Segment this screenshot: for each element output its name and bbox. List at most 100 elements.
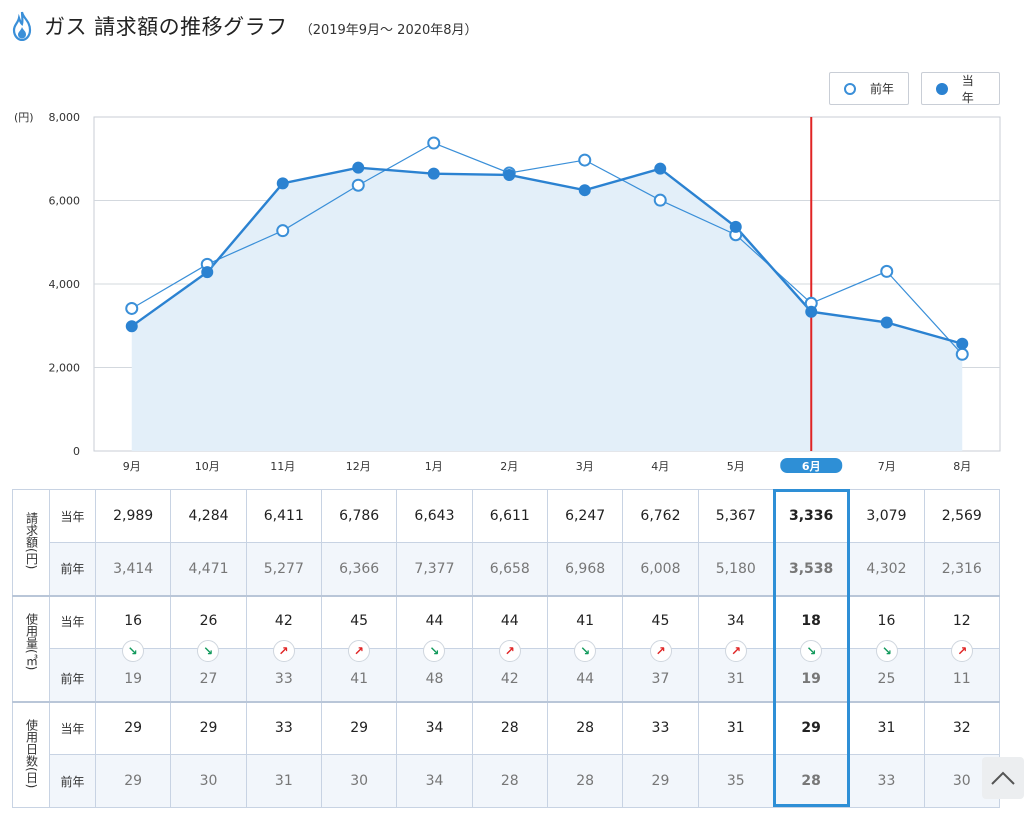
row-label: 前年 — [49, 648, 96, 702]
current-year-point — [578, 184, 591, 197]
y-tick-label: 0 — [73, 445, 80, 458]
row-label: 当年 — [49, 594, 96, 649]
x-tick-label: 10月 — [195, 460, 220, 473]
table-cell: 29 — [170, 700, 247, 755]
previous-year-point — [653, 193, 667, 207]
period-subtitle: （2019年9月〜 2020年8月） — [299, 22, 478, 38]
table-cell: 3,079 — [848, 489, 925, 543]
table-row: 請求額(円) 当年 2,989 4,284 6,411 6,786 6,643 6,611 6,… — [12, 489, 1001, 596]
y-tick-label: 4,000 — [49, 278, 81, 291]
table-cell: 2,569 — [923, 489, 1001, 543]
x-tick-label: 9月 — [123, 460, 141, 473]
table-cell: 4,302 — [848, 542, 925, 596]
table-cell: 2,989 — [94, 489, 172, 543]
current-year-point — [276, 177, 289, 190]
group-label: 使用日数(日) — [12, 700, 50, 808]
x-tick-label: 8月 — [953, 460, 971, 473]
table-cell: 44 — [396, 594, 473, 649]
table-cell: 45 — [320, 594, 398, 649]
current-year-point — [880, 316, 893, 329]
group-label: 使用量(㎥) — [12, 594, 50, 702]
table-row: 前年 19 27 33 41 48 42 44 37 31 19 25 11 — [13, 648, 1001, 702]
current-series-area — [131, 167, 963, 451]
table-cell: 28 — [546, 700, 624, 755]
x-tick-label: 3月 — [576, 460, 594, 473]
table-cell: 45 — [622, 594, 699, 649]
table-cell: 6,611 — [471, 489, 548, 543]
table-row: 前年 3,414 4,471 5,277 6,366 7,377 6,658 6,968 6,0… — [13, 542, 1001, 596]
page-title: ガス 請求額の推移グラフ — [44, 15, 288, 39]
x-tick-label-selected: 6月 — [802, 460, 821, 473]
table-cell: 41 — [546, 594, 624, 649]
x-tick-label: 2月 — [500, 460, 518, 473]
table-cell: 3,414 — [94, 542, 172, 596]
table-row: 前年 29 30 31 30 34 28 28 29 35 28 33 30 — [13, 754, 1001, 808]
table-cell: 6,786 — [320, 489, 398, 543]
table-cell: 29 — [94, 754, 172, 808]
row-label: 前年 — [49, 542, 96, 596]
y-axis-label: (円) — [14, 111, 34, 124]
legend-previous-year-button[interactable]: 前年 — [829, 72, 909, 105]
table-cell: 44 — [546, 648, 624, 702]
table-cell: 33 — [245, 648, 322, 702]
table-cell: 28 — [546, 754, 624, 808]
table-cell: 11 — [923, 648, 1001, 702]
table-cell: 32 — [923, 700, 1001, 755]
table-row: 使用日数(日) 当年 29 29 33 29 34 28 28 33 31 29 31 32 — [12, 700, 1001, 808]
previous-year-line — [131, 142, 963, 355]
previous-year-point — [578, 153, 592, 167]
table-cell: 29 — [622, 754, 699, 808]
table-cell: 27 — [170, 648, 247, 702]
chevron-up-icon — [991, 771, 1015, 785]
current-year-point — [654, 162, 667, 175]
table-cell: 5,180 — [697, 542, 774, 596]
table-cell: 29 — [320, 700, 398, 755]
previous-year-point — [276, 224, 290, 238]
selected-month-pill — [780, 458, 843, 473]
current-year-point — [352, 161, 365, 174]
table-cell: 37 — [622, 648, 699, 702]
open-circle-icon — [844, 82, 856, 95]
table-cell: 4,471 — [170, 542, 247, 596]
previous-year-point — [955, 347, 969, 361]
table-cell: 2,316 — [923, 542, 1001, 596]
table-cell: 31 — [697, 648, 774, 702]
x-tick-label: 7月 — [878, 460, 896, 473]
group-label: 請求額(円) — [12, 489, 50, 596]
current-year-point — [201, 266, 214, 279]
table-cell: 7,377 — [396, 542, 473, 596]
table-cell: 34 — [396, 700, 473, 755]
y-tick-label: 6,000 — [49, 195, 81, 208]
table-cell: 29 — [772, 700, 850, 755]
billing-line-chart: 0 2,000 4,000 6,000 8,000 (円) 9月 10月 11月 12月 1月 2月 3… — [14, 111, 1001, 473]
table-cell: 3,538 — [772, 542, 850, 596]
table-cell: 6,008 — [622, 542, 699, 596]
table-cell: 34 — [396, 754, 473, 808]
group-label-text: 使用日数(日) — [24, 718, 39, 788]
table-cell: 30 — [320, 754, 398, 808]
row-label: 当年 — [49, 489, 96, 543]
previous-year-point — [125, 301, 139, 315]
table-cell: 6,247 — [546, 489, 624, 543]
page-header: ガス 請求額の推移グラフ （2019年9月〜 2020年8月） — [10, 8, 478, 44]
legend-current-year-button[interactable]: 当年 — [921, 72, 1000, 105]
legend-previous-label: 前年 — [870, 82, 895, 96]
current-year-point — [503, 168, 516, 181]
table-cell: 19 — [772, 648, 850, 702]
table-cell: 6,968 — [546, 542, 624, 596]
table-cell: 6,762 — [622, 489, 699, 543]
table-cell: 28 — [471, 700, 548, 755]
table-cell: 31 — [848, 700, 925, 755]
table-cell: 6,411 — [245, 489, 322, 543]
table-cell: 3,336 — [772, 489, 850, 543]
table-cell: 6,643 — [396, 489, 473, 543]
table-cell: 5,277 — [245, 542, 322, 596]
table-cell: 5,367 — [697, 489, 774, 543]
scroll-to-top-button[interactable] — [982, 757, 1024, 799]
table-cell: 19 — [94, 648, 172, 702]
billing-data-table: 請求額(円) 当年 2,989 4,284 6,411 6,786 6,643 6,611 6,… — [12, 489, 1001, 808]
y-tick-label: 2,000 — [49, 362, 81, 375]
x-tick-label: 5月 — [727, 460, 745, 473]
x-tick-label: 11月 — [270, 460, 295, 473]
previous-year-point — [427, 136, 441, 150]
